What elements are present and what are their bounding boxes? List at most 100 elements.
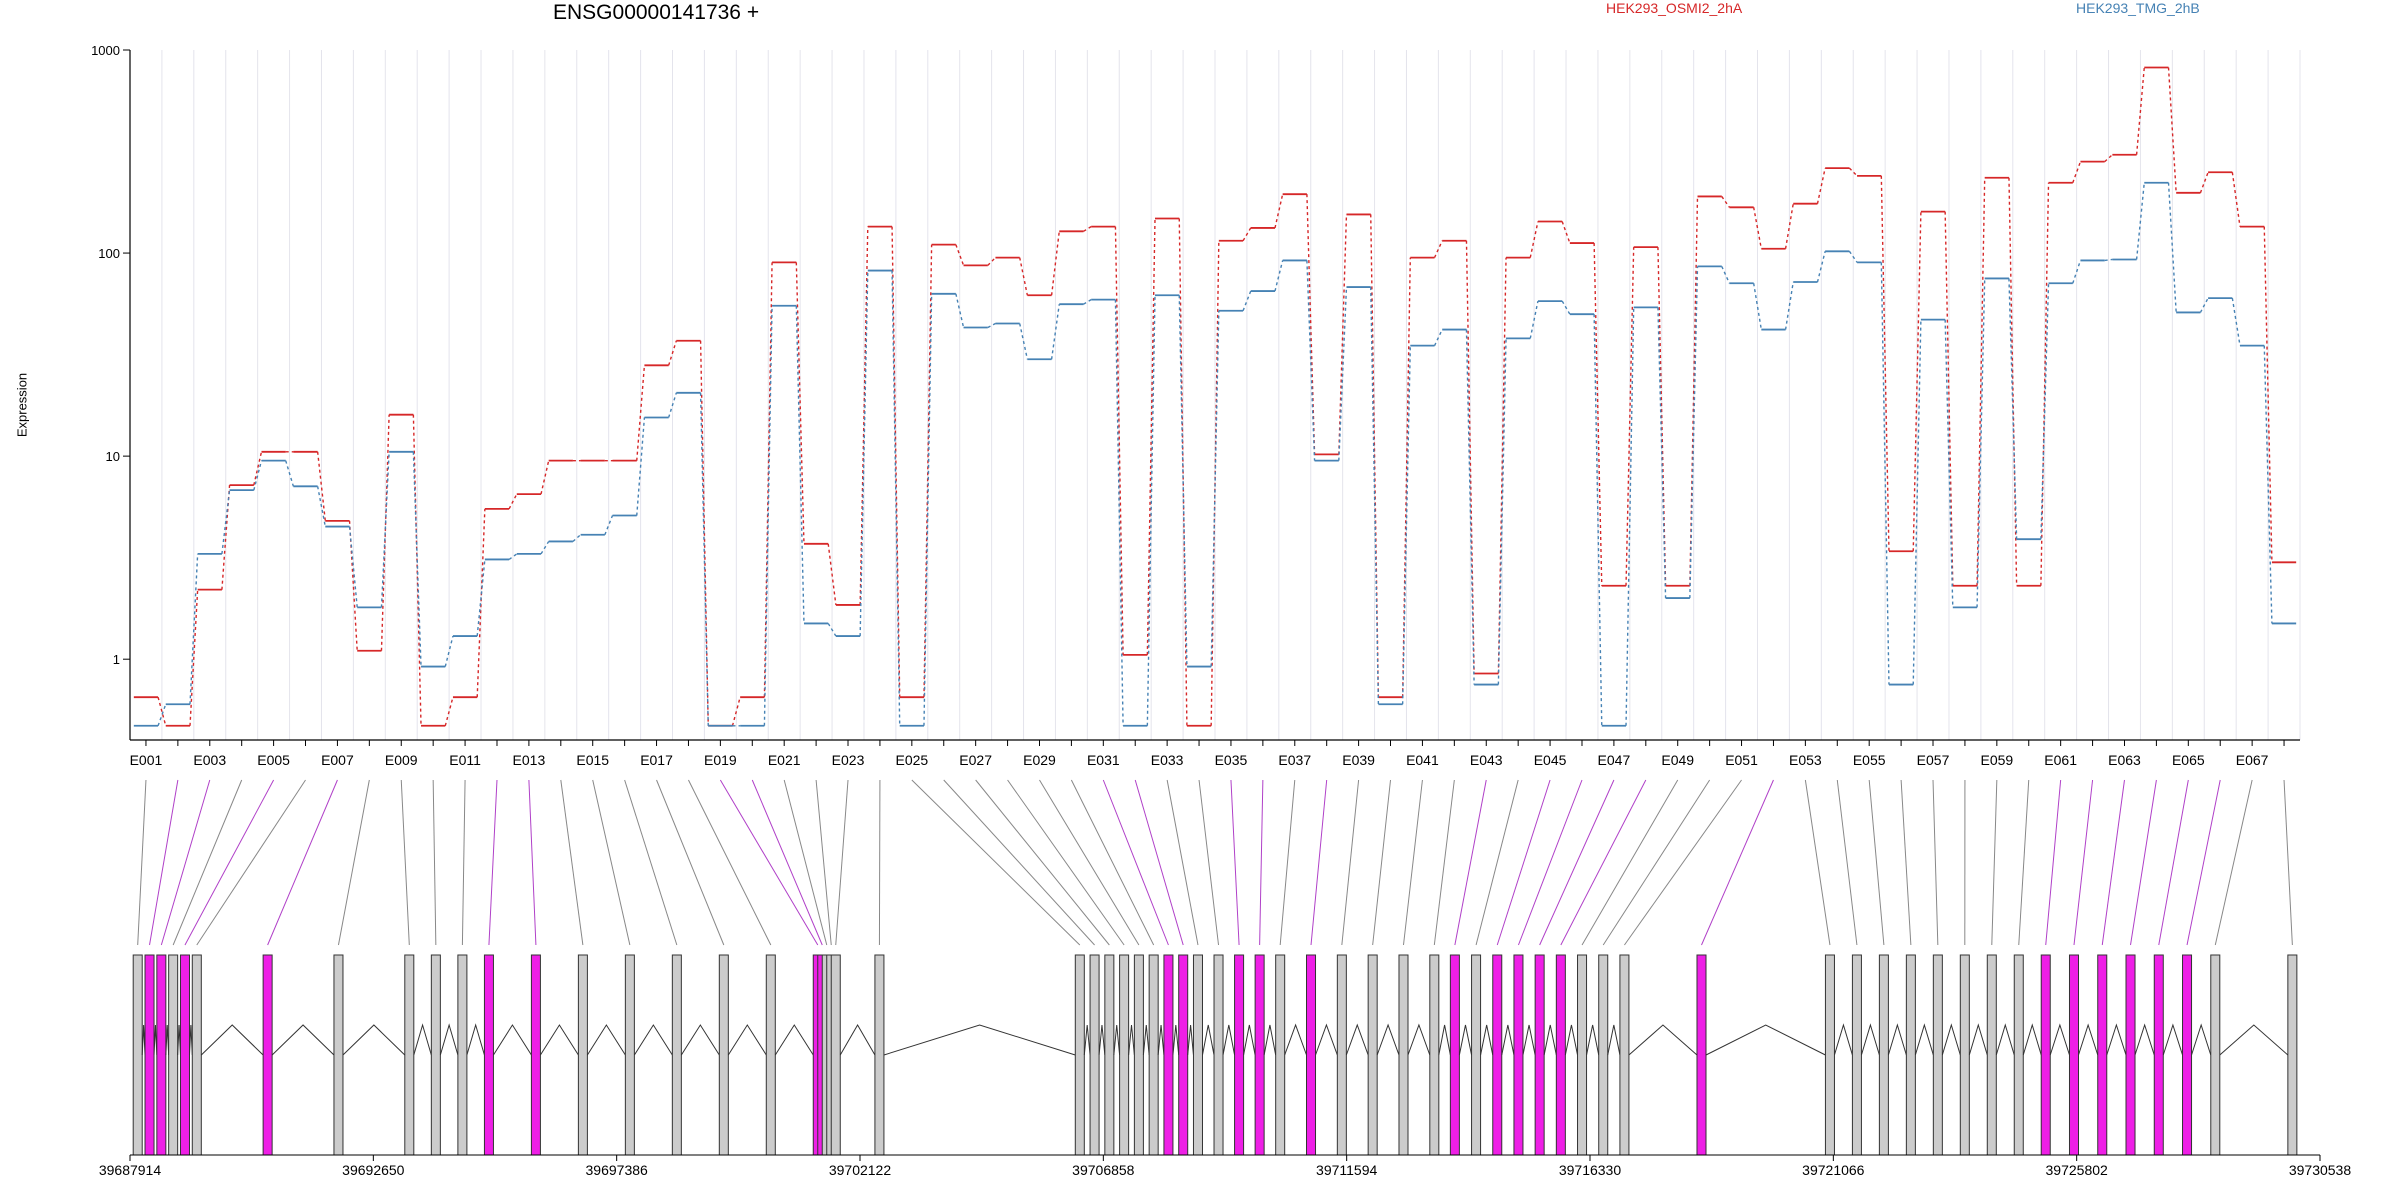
exon-connector [1932, 779, 1939, 946]
exon-connector [2158, 779, 2189, 946]
exon-connector [149, 779, 179, 946]
x-tick-label: E037 [1278, 752, 1311, 768]
exon-box [1905, 954, 1916, 1156]
x-tick-label: E067 [2236, 752, 2269, 768]
intron-line [2219, 1024, 2289, 1056]
exon-connector [1517, 779, 1583, 946]
x-tick-label: E009 [385, 752, 418, 768]
series-lines [133, 66, 2297, 727]
intron-line [586, 1024, 626, 1056]
series-line-1-transitions [157, 182, 2273, 727]
exon-connector [1070, 779, 1155, 946]
exon-connector [943, 779, 1095, 946]
exon-connector [1496, 779, 1551, 946]
exon-box [1598, 954, 1609, 1156]
intron-line [1543, 1024, 1557, 1056]
intron-line [680, 1024, 720, 1056]
exon-box [457, 954, 468, 1156]
x-tick-label: E019 [704, 752, 737, 768]
axes: 1000 100 10 1 E001 E003 E005 E007 E009 E011 E013 E0… [91, 43, 2300, 768]
genome-tick-label: 39706858 [1072, 1162, 1135, 1178]
exon-box [671, 954, 682, 1156]
exon-box [2013, 954, 2024, 1156]
exon-connector [719, 779, 819, 946]
intron-line [1833, 1023, 1853, 1056]
exon-box [1178, 954, 1189, 1156]
intron-line [1157, 1024, 1165, 1056]
intron-line [1345, 1023, 1369, 1056]
exon-connector [1134, 779, 1184, 946]
exon-box [1306, 954, 1317, 1156]
exon-connector [656, 779, 725, 946]
x-tick-label: E007 [321, 752, 354, 768]
exon-box [156, 954, 167, 1156]
intron-line [1113, 1024, 1121, 1056]
exon-connector-lines [137, 779, 2293, 946]
exon-connector [1259, 779, 1264, 946]
genome-tick-label: 39721066 [1802, 1162, 1865, 1178]
x-tick-label: E049 [1661, 752, 1694, 768]
x-tick-label: E023 [832, 752, 865, 768]
x-tick-label: E055 [1853, 752, 1886, 768]
exon-box [718, 954, 729, 1156]
exon-connector [2045, 779, 2062, 946]
y-tick-label: 100 [98, 246, 120, 261]
exon-box [191, 954, 202, 1156]
exon-box [2125, 954, 2136, 1156]
x-tick-label: E045 [1534, 752, 1567, 768]
exon-box [1192, 954, 1203, 1156]
exon-connector [528, 779, 537, 946]
exon-connector [2186, 779, 2221, 946]
exon-box [1555, 954, 1566, 1156]
x-tick-label: E053 [1789, 752, 1822, 768]
x-tick-label: E043 [1470, 752, 1503, 768]
exon-connector [2130, 779, 2157, 946]
y-tick-label: 10 [106, 449, 120, 464]
exon-box [1104, 954, 1115, 1156]
exon-box [1429, 954, 1440, 1156]
exon-connector [1402, 779, 1423, 946]
exon-connector [184, 779, 275, 946]
intron-line [1941, 1023, 1961, 1056]
intron-line [2049, 1023, 2070, 1056]
series-line-1 [133, 181, 2297, 727]
exon-connector [1804, 779, 1831, 946]
exon-box [1513, 954, 1524, 1156]
intron-line [1501, 1024, 1515, 1056]
exon-box [179, 954, 190, 1156]
x-tick-label: E027 [959, 752, 992, 768]
intron-line [493, 1024, 532, 1056]
exon-box [1089, 954, 1100, 1156]
exon-box [1074, 954, 1085, 1156]
x-tick-label: E047 [1598, 752, 1631, 768]
intron-line [1914, 1023, 1934, 1056]
intron-line [1407, 1023, 1431, 1056]
intron-line [1222, 1024, 1236, 1056]
exon-box [624, 954, 635, 1156]
exon-box [1986, 954, 1997, 1156]
intron-line [1458, 1024, 1473, 1056]
exon-box [2210, 954, 2221, 1156]
x-tick-label: E041 [1406, 752, 1439, 768]
intron-line [1860, 1023, 1880, 1056]
exon-connector [1560, 779, 1647, 946]
exon-box [483, 954, 494, 1156]
intron-line [839, 1024, 876, 1056]
exon-box [1163, 954, 1174, 1156]
exon-connector [196, 779, 306, 946]
exon-connector [1868, 779, 1885, 946]
x-tick-label: E011 [449, 752, 481, 768]
exon-box [1851, 954, 1862, 1156]
intron-line [1263, 1024, 1277, 1056]
exon-connector [911, 779, 1081, 946]
exon-connector [1433, 779, 1455, 946]
intron-line [1243, 1024, 1256, 1056]
intron-line [633, 1024, 673, 1056]
x-tick-label: E051 [1725, 752, 1758, 768]
exon-box [1577, 954, 1588, 1156]
intron-line [271, 1024, 335, 1056]
exon-connector [1102, 779, 1169, 946]
series-line-0 [133, 66, 2297, 727]
exon-box [1878, 954, 1889, 1156]
